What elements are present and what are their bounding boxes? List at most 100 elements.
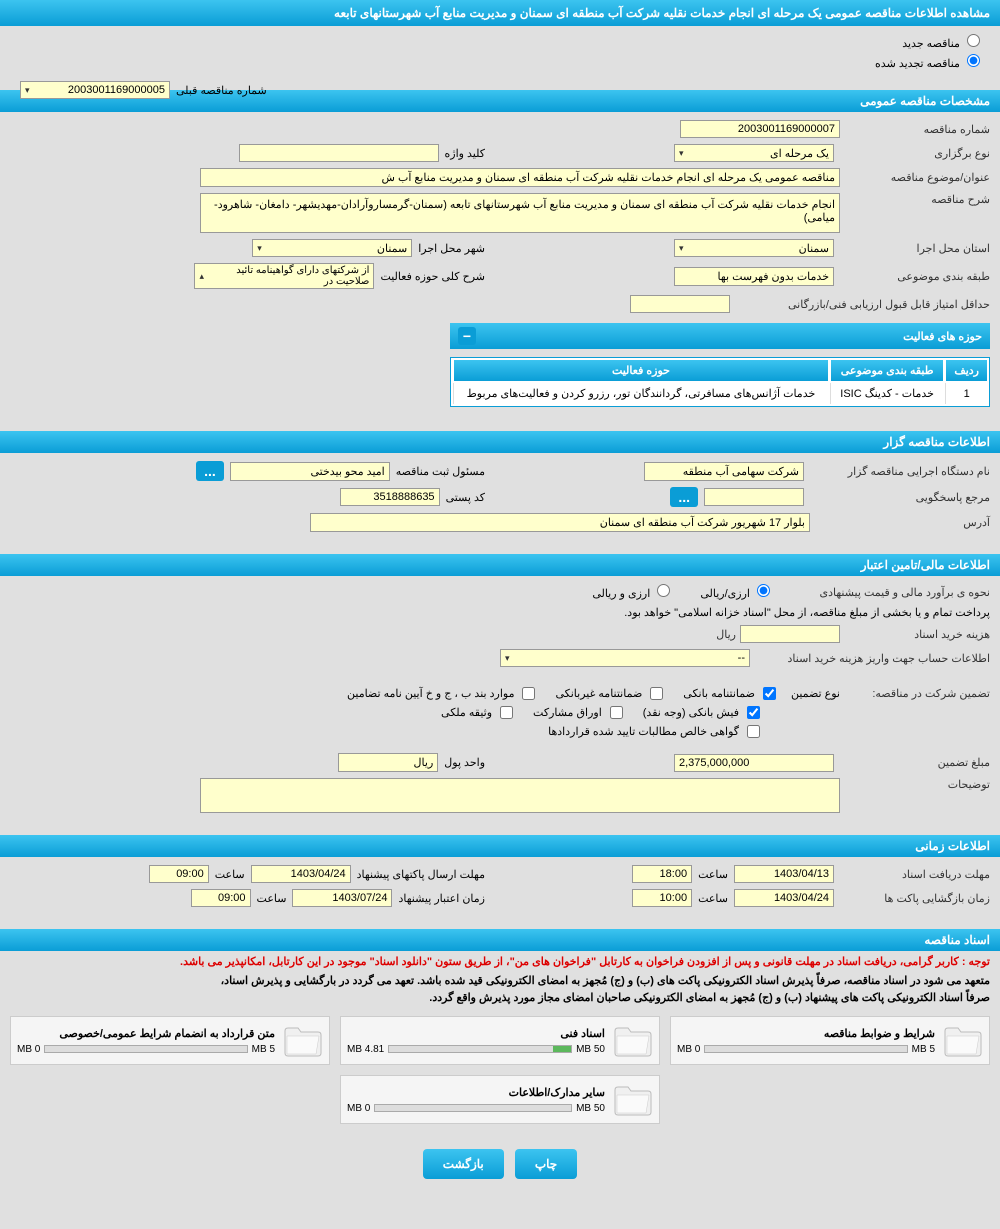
respondent-field[interactable] (704, 488, 804, 506)
collapse-icon[interactable]: − (458, 327, 476, 345)
doc-total: 5 MB (252, 1044, 275, 1055)
cb-bank[interactable] (763, 687, 776, 700)
cell-scope: خدمات آژانس‌های مسافرتی، گردانندگان تور،… (453, 383, 828, 404)
classification-field: خدمات بدون فهرست بها (674, 267, 834, 286)
check-property[interactable]: وثیقه ملکی (441, 706, 513, 719)
cb-nonbank-lbl: ضمانتنامه غیربانکی (555, 687, 642, 700)
opening-label: زمان بازگشایی پاکت ها (840, 892, 990, 905)
city-select[interactable]: سمنان ▾ (252, 239, 412, 257)
description-field[interactable]: انجام خدمات نقلیه شرکت آب منطقه ای سمنان… (200, 193, 840, 233)
currency-opt2[interactable]: ارزی و ریالی (592, 584, 670, 600)
activity-scope-select[interactable]: از شرکتهای دارای گواهینامه تائید صلاحیت … (194, 263, 374, 289)
proposal-deadline-label: مهلت ارسال پاکتهای پیشنهاد (357, 868, 485, 881)
city-label: شهر محل اجرا (418, 242, 485, 255)
page-title: مشاهده اطلاعات مناقصه عمومی یک مرحله ای … (0, 0, 1000, 26)
currency-unit-label: واحد پول (444, 756, 485, 769)
cb-bjv-lbl: موارد بند ب ، ج و خ آیین نامه تضامین (347, 687, 514, 700)
doc-card[interactable]: سایر مدارک/اطلاعات 50 MB 0 MB (340, 1075, 660, 1124)
prev-num-select[interactable]: 2003001169000005 ▾ (20, 81, 170, 99)
radio-renewed-tender[interactable]: مناقصه تجدید شده (20, 54, 980, 70)
doc-cost-field[interactable] (740, 625, 840, 643)
account-info-label: اطلاعات حساب جهت واریز هزینه خرید اسناد (750, 652, 990, 665)
org-name-field: شرکت سهامی آب منطقه (644, 462, 804, 481)
radio-new-input[interactable] (967, 34, 980, 47)
cb-receipt[interactable] (747, 706, 760, 719)
doc-total: 50 MB (576, 1103, 605, 1114)
cb-nonbank[interactable] (650, 687, 663, 700)
check-securities[interactable]: اوراق مشارکت (533, 706, 623, 719)
radio-currency2[interactable] (657, 584, 670, 597)
doc-card[interactable]: شرایط و ضوابط مناقصه 5 MB 0 MB (670, 1016, 990, 1065)
cb-nc-lbl: گواهی خالص مطالبات تایید شده قراردادها (548, 725, 739, 738)
cb-bjv[interactable] (522, 687, 535, 700)
check-nonbank[interactable]: ضمانتنامه غیربانکی (555, 687, 663, 700)
opening-time: 10:00 (632, 889, 692, 907)
doc-card[interactable]: متن قرارداد به انضمام شرایط عمومی/خصوصی … (10, 1016, 330, 1065)
chevron-down-icon: ▾ (679, 243, 684, 254)
radio-new-tender[interactable]: مناقصه جدید (20, 34, 980, 50)
time-label: ساعت (698, 868, 728, 881)
progress-bar (704, 1045, 907, 1053)
notice1: متعهد می شود در اسناد مناقصه، صرفاً پذیر… (0, 972, 1000, 989)
holding-type-value: یک مرحله ای (770, 147, 829, 160)
doc-used: 0 MB (347, 1103, 370, 1114)
registrar-label: مسئول ثبت مناقصه (396, 465, 485, 478)
check-receipt[interactable]: فیش بانکی (وجه نقد) (643, 706, 760, 719)
validity-time: 09:00 (191, 889, 251, 907)
cb-prop[interactable] (500, 706, 513, 719)
holding-type-label: نوع برگزاری (840, 147, 990, 160)
cb-prop-lbl: وثیقه ملکی (441, 706, 492, 719)
back-button[interactable]: بازگشت (423, 1149, 504, 1179)
min-score-field[interactable] (630, 295, 730, 313)
account-info-select[interactable]: -- ▾ (500, 649, 750, 667)
holding-type-select[interactable]: یک مرحله ای ▾ (674, 144, 834, 162)
doc-card[interactable]: اسناد فنی 50 MB 4.81 MB (340, 1016, 660, 1065)
cb-bank-lbl: ضمانتنامه بانکی (683, 687, 755, 700)
prev-num-label: شماره مناقصه قبلی (176, 84, 267, 97)
keyword-field[interactable] (239, 144, 439, 162)
ellipsis-button[interactable]: ... (196, 461, 224, 481)
radio-currency1[interactable] (757, 584, 770, 597)
cb-sec-lbl: اوراق مشارکت (533, 706, 602, 719)
check-netclaims[interactable]: گواهی خالص مطالبات تایید شده قراردادها (548, 725, 760, 738)
tender-number-label: شماره مناقصه (840, 123, 990, 136)
city-value: سمنان (377, 242, 407, 255)
folder-icon (943, 1023, 983, 1058)
activities-header: حوزه های فعالیت (903, 330, 982, 343)
prev-num-value: 2003001169000005 (68, 84, 165, 96)
subject-field[interactable]: مناقصه عمومی یک مرحله ای انجام خدمات نقل… (200, 168, 840, 187)
proposal-deadline-time: 09:00 (149, 865, 209, 883)
notes-field[interactable] (200, 778, 840, 813)
radio-new-label: مناقصه جدید (902, 38, 960, 50)
cb-sec[interactable] (610, 706, 623, 719)
th-classification: طبقه بندی موضوعی (830, 360, 943, 381)
ellipsis-button[interactable]: ... (670, 487, 698, 507)
currency-opt1-lbl: ارزی/ریالی (700, 588, 750, 600)
address-label: آدرس (810, 516, 990, 529)
radio-renewed-input[interactable] (967, 54, 980, 67)
postal-label: کد پستی (446, 491, 485, 504)
section-timing: اطلاعات زمانی (0, 835, 1000, 857)
province-value: سمنان (799, 242, 829, 255)
org-name-label: نام دستگاه اجرایی مناقصه گزار (810, 465, 990, 478)
currency-unit-field: ریال (338, 753, 438, 772)
check-bank-guarantee[interactable]: ضمانتنامه بانکی (683, 687, 776, 700)
time-label: ساعت (257, 892, 287, 905)
province-label: استان محل اجرا (840, 242, 990, 255)
doc-title: شرایط و ضوابط مناقصه (677, 1027, 935, 1040)
check-bjv[interactable]: موارد بند ب ، ج و خ آیین نامه تضامین (347, 687, 535, 700)
print-button[interactable]: چاپ (515, 1149, 577, 1179)
doc-deadline-date: 1403/04/13 (734, 865, 834, 883)
section-organizer: اطلاعات مناقصه گزار (0, 431, 1000, 453)
radio-renewed-label: مناقصه تجدید شده (875, 58, 960, 70)
currency-opt1[interactable]: ارزی/ریالی (700, 584, 770, 600)
chevron-down-icon: ▾ (505, 653, 510, 664)
province-select[interactable]: سمنان ▾ (674, 239, 834, 257)
activity-scope-label: شرح کلی حوزه فعالیت (380, 270, 485, 283)
doc-cost-unit: ریال (716, 628, 736, 641)
cb-nc[interactable] (747, 725, 760, 738)
progress-bar (388, 1045, 572, 1053)
activity-scope-value: از شرکتهای دارای گواهینامه تائید صلاحیت … (208, 265, 369, 287)
respondent-label: مرجع پاسخگویی (810, 491, 990, 504)
min-score-label: حداقل امتیاز قابل قبول ارزیابی فنی/بازرگ… (730, 298, 990, 311)
